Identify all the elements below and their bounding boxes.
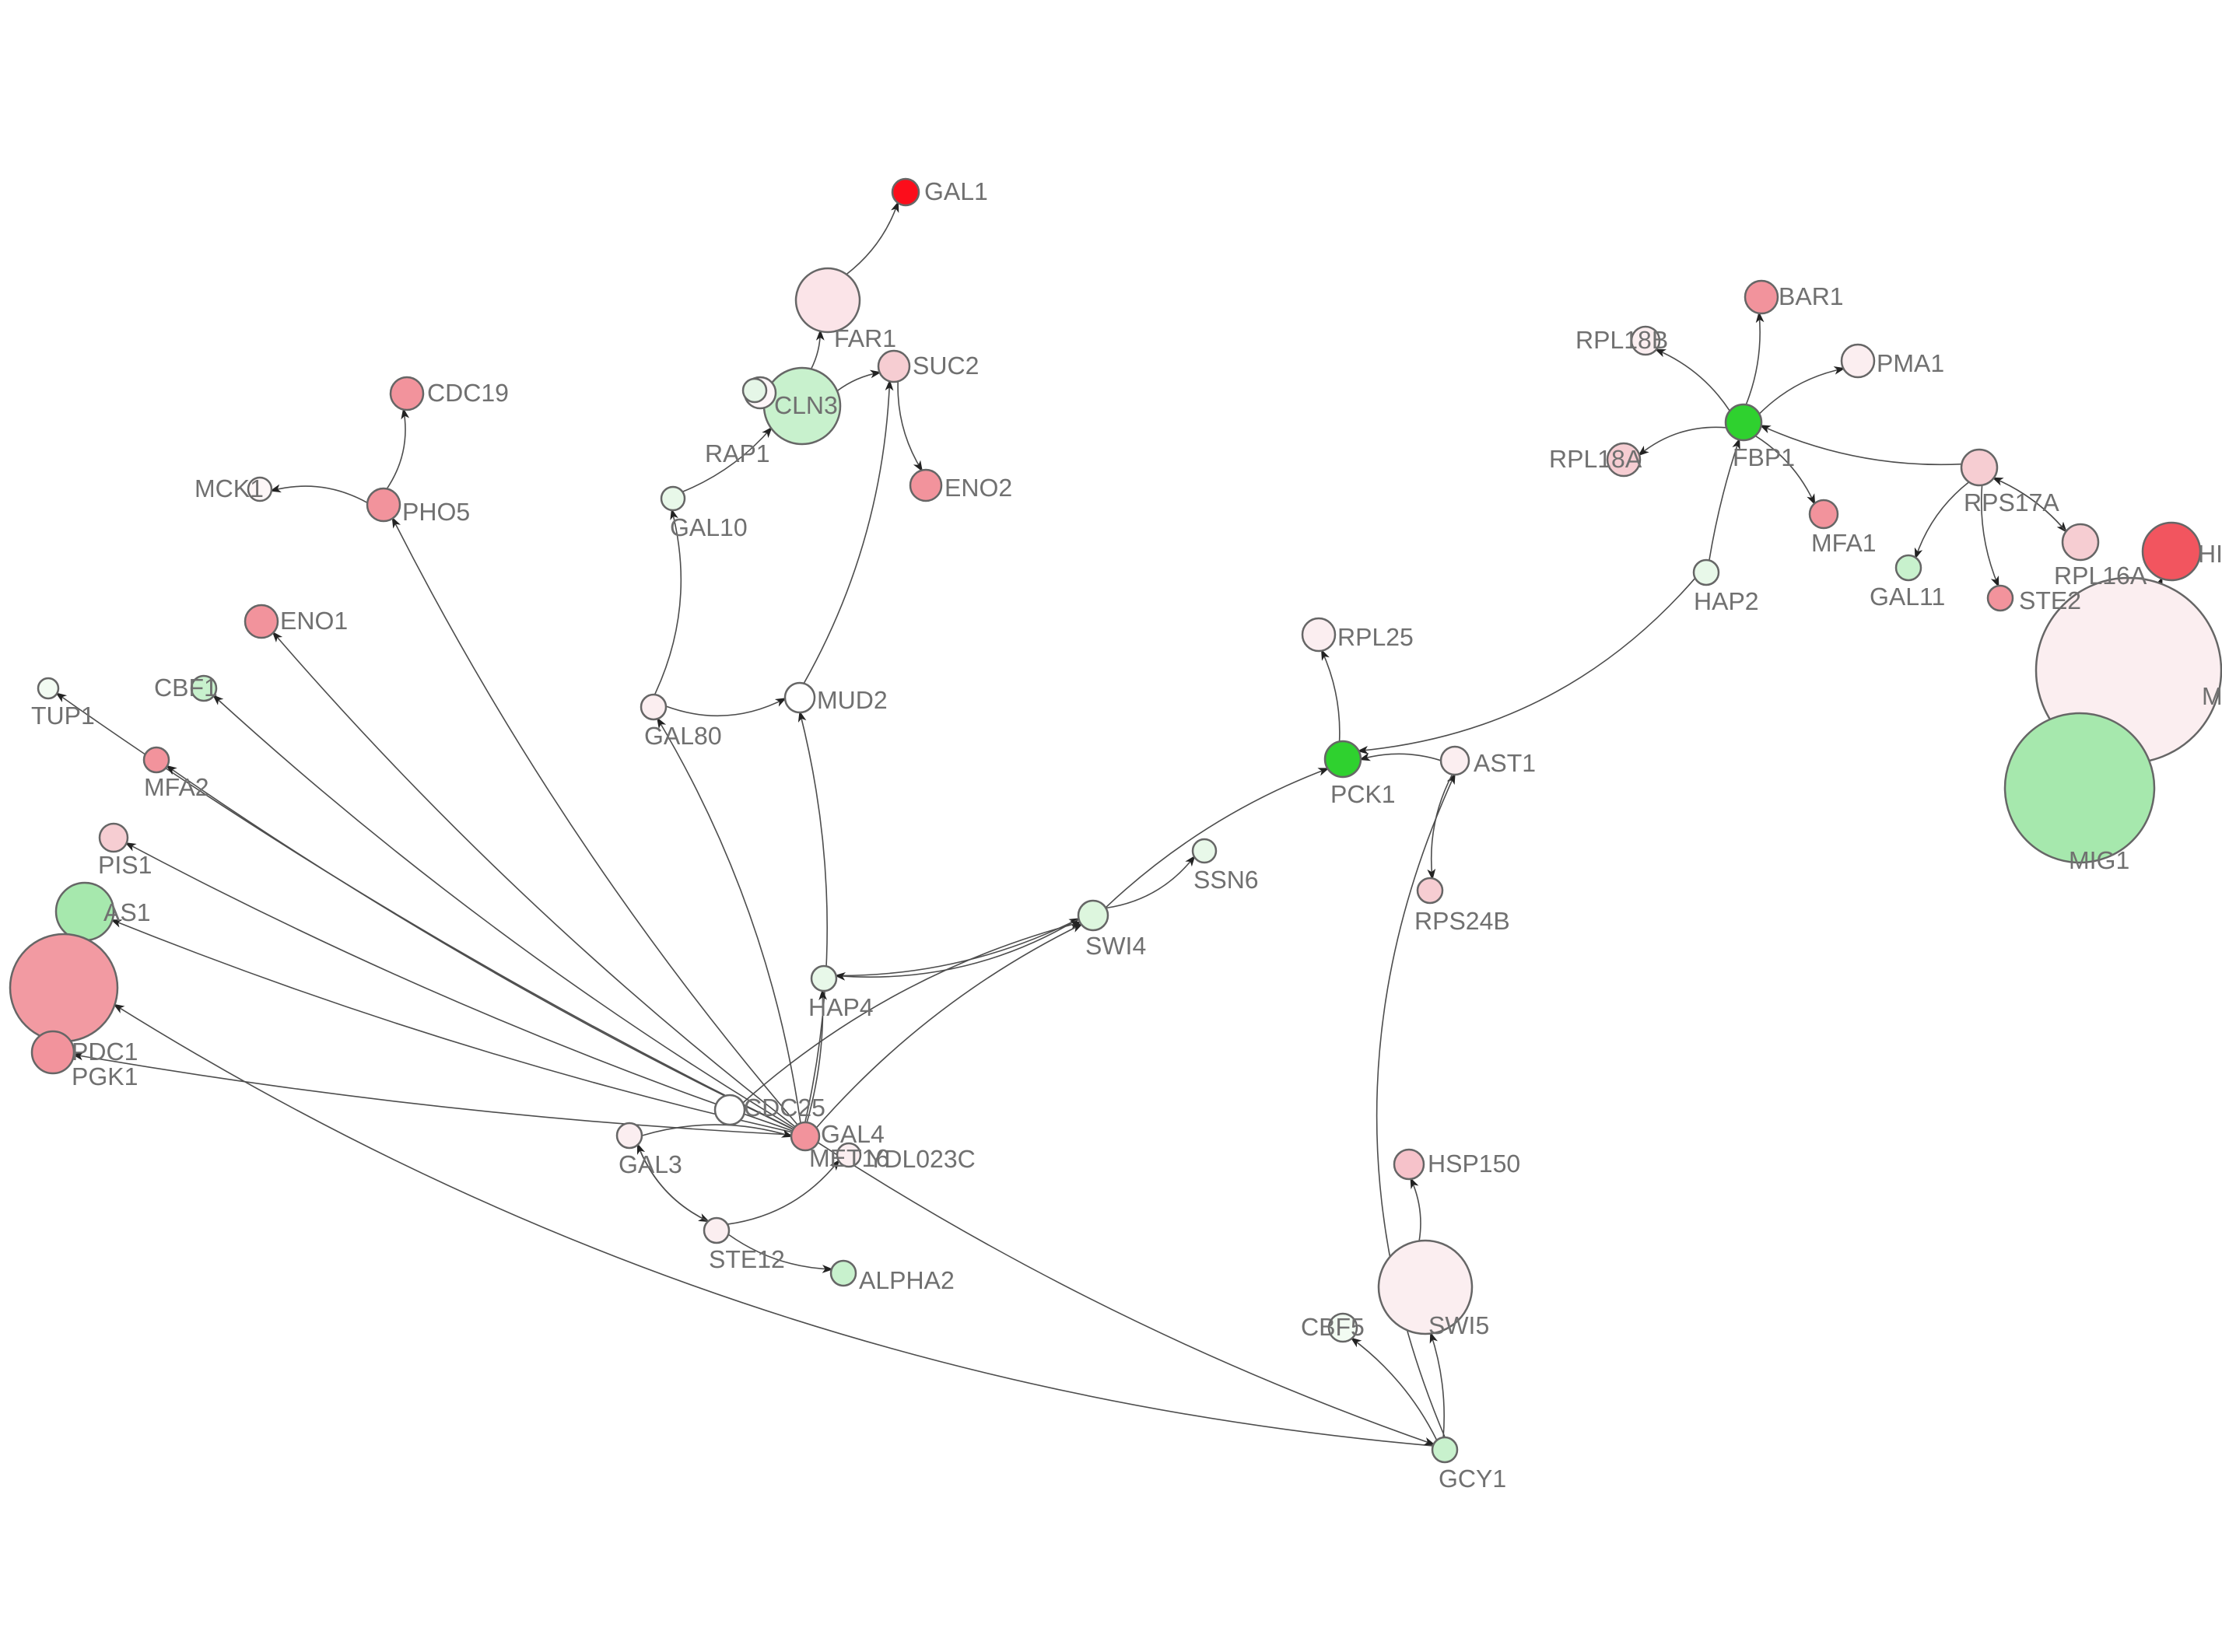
svg-text:MCK1: MCK1 xyxy=(195,474,264,502)
svg-text:AS1: AS1 xyxy=(103,898,150,926)
svg-text:GAL3: GAL3 xyxy=(619,1150,682,1178)
svg-text:GAL11: GAL11 xyxy=(1870,583,1945,611)
svg-text:HIS4: HIS4 xyxy=(2198,540,2222,568)
svg-text:GAL1: GAL1 xyxy=(924,177,988,205)
svg-text:RPS17A: RPS17A xyxy=(1964,488,2059,516)
svg-text:HAP2: HAP2 xyxy=(1694,587,1759,615)
svg-text:PCK1: PCK1 xyxy=(1330,780,1396,808)
svg-text:RAP1: RAP1 xyxy=(705,439,770,467)
svg-text:GAL10: GAL10 xyxy=(670,513,748,541)
svg-text:ENO2: ENO2 xyxy=(945,474,1012,502)
svg-text:AST1: AST1 xyxy=(1474,749,1536,777)
svg-text:RPL16A: RPL16A xyxy=(2054,562,2147,590)
svg-text:MCM1: MCM1 xyxy=(2202,682,2222,710)
svg-text:MUD2: MUD2 xyxy=(817,686,888,714)
svg-text:CDC19: CDC19 xyxy=(427,379,509,407)
svg-text:HAP4: HAP4 xyxy=(808,993,874,1021)
svg-text:TUP1: TUP1 xyxy=(31,702,95,730)
svg-text:GCY1: GCY1 xyxy=(1439,1465,1506,1493)
svg-text:RPL25: RPL25 xyxy=(1337,623,1414,651)
svg-text:FAR1: FAR1 xyxy=(834,324,896,352)
svg-text:MFA1: MFA1 xyxy=(1811,529,1877,557)
svg-text:MET16: MET16 xyxy=(809,1144,889,1172)
svg-text:PIS1: PIS1 xyxy=(98,851,152,879)
svg-text:MFA2: MFA2 xyxy=(144,773,209,801)
svg-text:CBF1: CBF1 xyxy=(154,674,218,702)
svg-text:RPL18B: RPL18B xyxy=(1575,326,1668,354)
svg-text:SUC2: SUC2 xyxy=(913,352,979,380)
svg-text:HSP150: HSP150 xyxy=(1428,1150,1520,1178)
svg-text:RPS24B: RPS24B xyxy=(1414,907,1510,935)
svg-text:STE12: STE12 xyxy=(709,1245,785,1273)
svg-text:SWI4: SWI4 xyxy=(1085,932,1146,960)
svg-text:PDC1: PDC1 xyxy=(72,1038,138,1066)
svg-text:FBP1: FBP1 xyxy=(1733,443,1795,471)
svg-text:ENO1: ENO1 xyxy=(280,607,348,635)
svg-text:CLN3: CLN3 xyxy=(774,391,838,419)
svg-text:GAL80: GAL80 xyxy=(644,722,722,750)
svg-text:RPL18A: RPL18A xyxy=(1549,445,1642,473)
svg-text:ALPHA2: ALPHA2 xyxy=(859,1266,955,1294)
svg-text:CDC25: CDC25 xyxy=(744,1094,825,1122)
svg-text:PGK1: PGK1 xyxy=(72,1062,138,1090)
svg-text:STE2: STE2 xyxy=(2019,586,2081,614)
svg-text:PMA1: PMA1 xyxy=(1877,349,1944,377)
svg-text:SSN6: SSN6 xyxy=(1193,866,1259,894)
svg-text:CBF5: CBF5 xyxy=(1301,1313,1365,1341)
svg-text:MIG1: MIG1 xyxy=(2069,846,2129,874)
svg-text:SWI5: SWI5 xyxy=(1428,1311,1489,1339)
svg-text:BAR1: BAR1 xyxy=(1779,282,1844,310)
svg-text:PHO5: PHO5 xyxy=(402,498,470,526)
